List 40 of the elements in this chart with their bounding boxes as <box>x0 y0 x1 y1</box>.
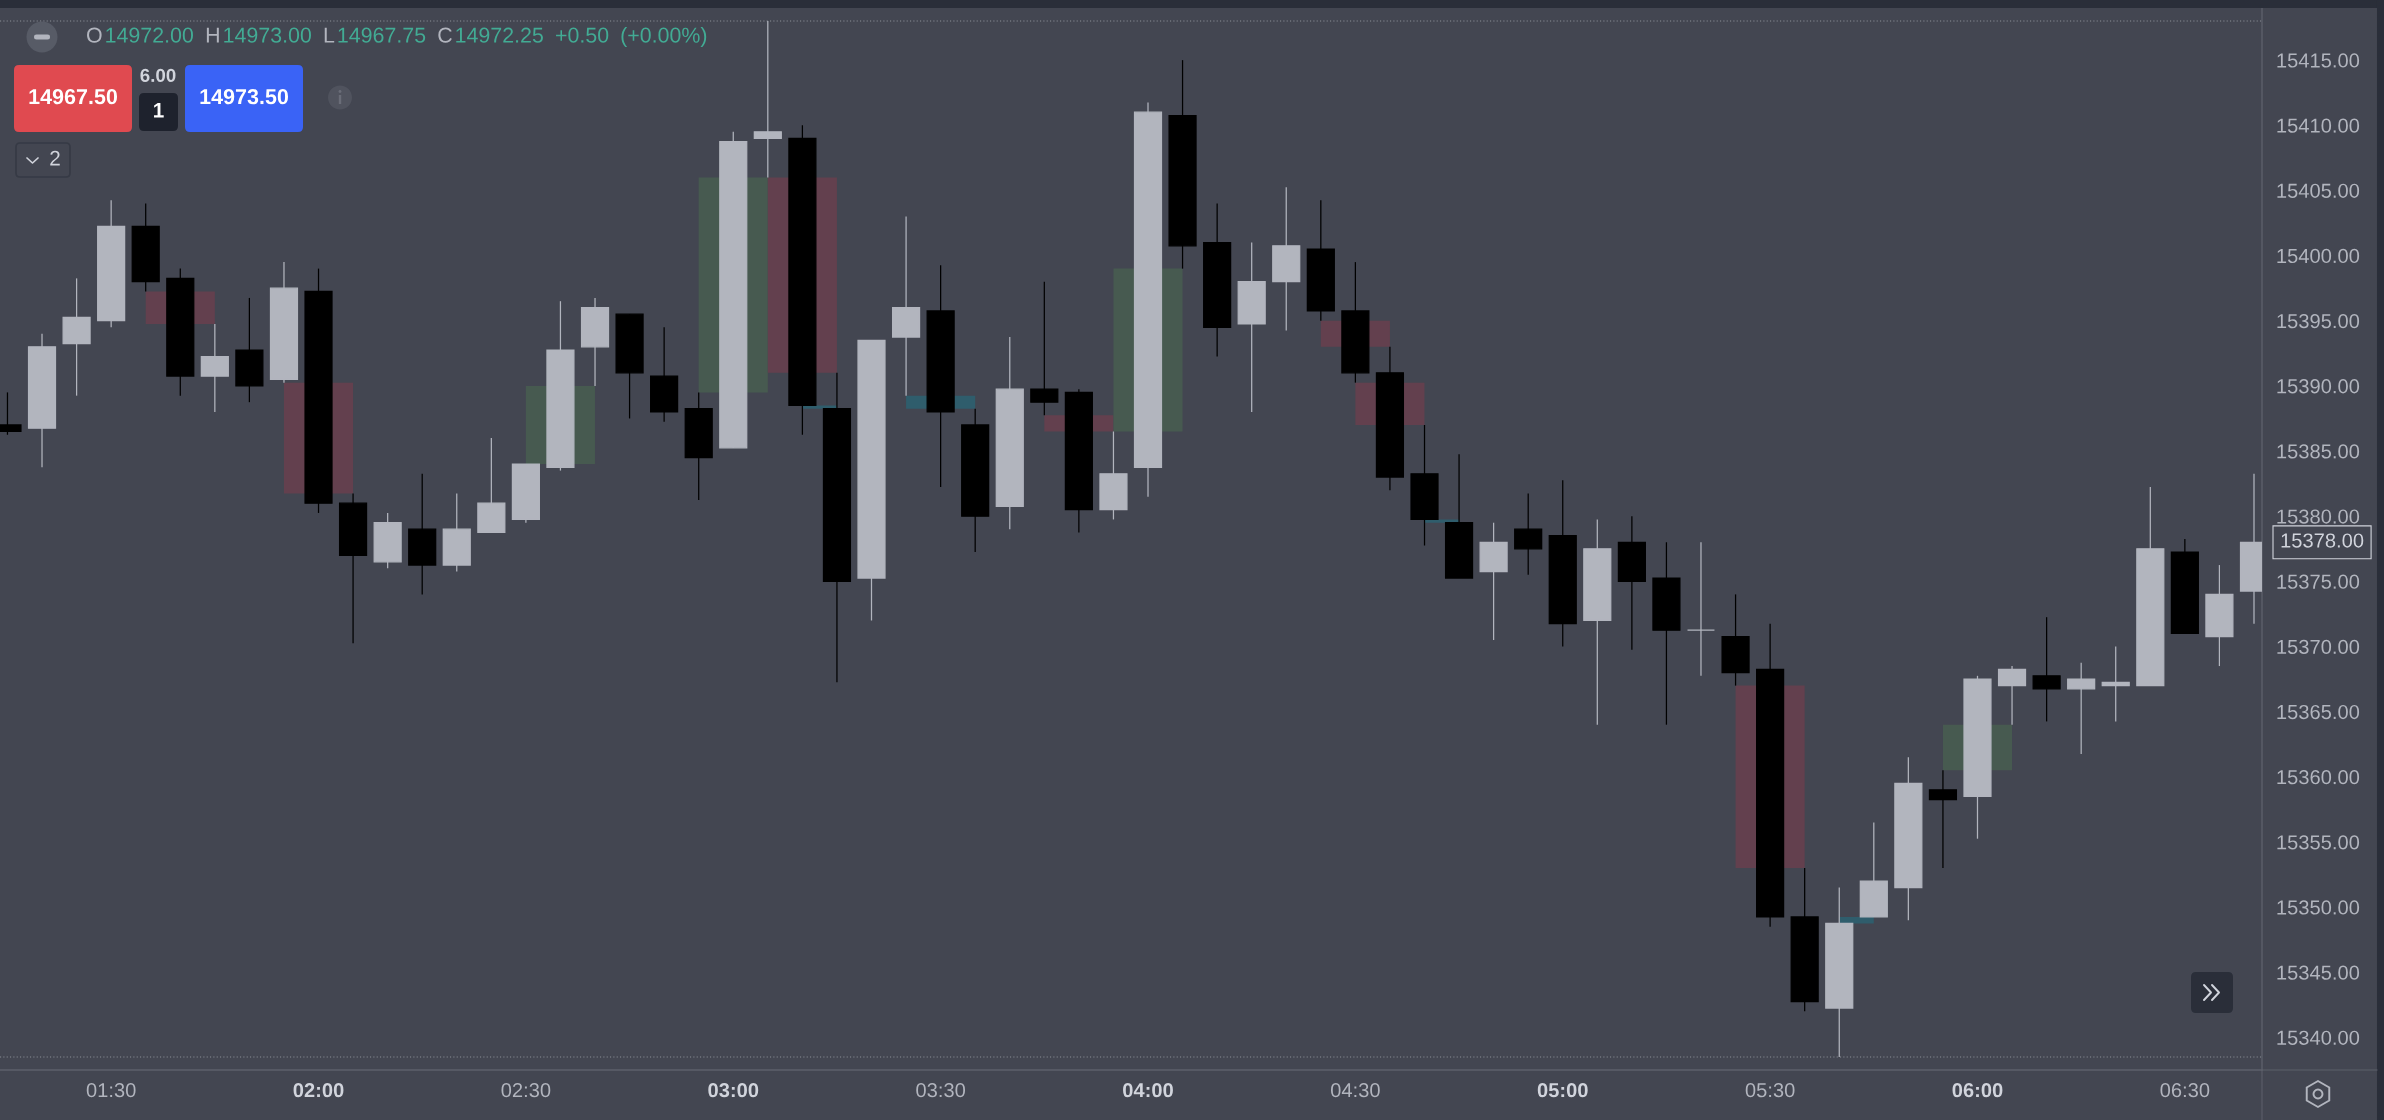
annotation: 2 <box>50 150 60 166</box>
y-tick-label: 15410.00 <box>2277 118 2360 133</box>
x-tick-label: 03:00 <box>708 1083 759 1098</box>
y-tick-label: 15400.00 <box>2277 248 2360 264</box>
candlestick <box>1928 769 1958 869</box>
x-tick-label: 06:00 <box>1952 1083 2003 1098</box>
y-tick-label: 15345.00 <box>2277 965 2360 980</box>
y-tick-label: 15350.00 <box>2277 900 2360 915</box>
candlestick <box>753 20 782 179</box>
candlestick <box>1686 541 1716 677</box>
x-tick-label: 02:00 <box>293 1083 344 1098</box>
y-tick-label: 15375.00 <box>2277 574 2360 589</box>
text: O14972.00 H14973.00 L14967.75 C14972.25 +0.50 (+0.00%) <box>87 27 707 47</box>
x-tick-label: 01:30 <box>86 1083 136 1098</box>
y-tick-label: 15340.00 <box>2277 1030 2360 1045</box>
x-tick-label: 03:30 <box>916 1083 966 1098</box>
y-tick-label: 15355.00 <box>2277 835 2360 850</box>
candlestick <box>2032 616 2061 723</box>
candlestick <box>2067 662 2096 755</box>
text: 15378.00 <box>2281 533 2364 548</box>
y-tick-label: 15365.00 <box>2277 704 2360 720</box>
y-tick-label: 15415.00 <box>2277 53 2360 68</box>
x-tick-label: 02:30 <box>501 1083 551 1098</box>
y-tick-label: 15360.00 <box>2277 770 2360 785</box>
annotation: 14973.50 <box>200 89 289 105</box>
y-tick-label: 15405.00 <box>2277 183 2360 198</box>
y-tick-label: 15380.00 <box>2277 509 2360 524</box>
y-tick-label: 15395.00 <box>2277 313 2360 329</box>
y-tick-label: 15385.00 <box>2277 444 2360 459</box>
annotation: 6.00 <box>140 68 176 83</box>
x-tick-label: 06:30 <box>2160 1083 2210 1098</box>
candlestick <box>1030 281 1059 416</box>
y-tick-label: 15390.00 <box>2277 379 2360 394</box>
y-tick-label: 15370.00 <box>2277 639 2360 654</box>
annotation: 1 <box>154 103 164 118</box>
x-tick-label: 05:00 <box>1537 1083 1588 1098</box>
x-tick-label: 05:30 <box>1745 1083 1795 1098</box>
annotation: 14967.50 <box>29 89 118 105</box>
x-tick-label: 04:00 <box>1123 1083 1173 1098</box>
x-tick-label: 04:30 <box>1330 1083 1380 1098</box>
